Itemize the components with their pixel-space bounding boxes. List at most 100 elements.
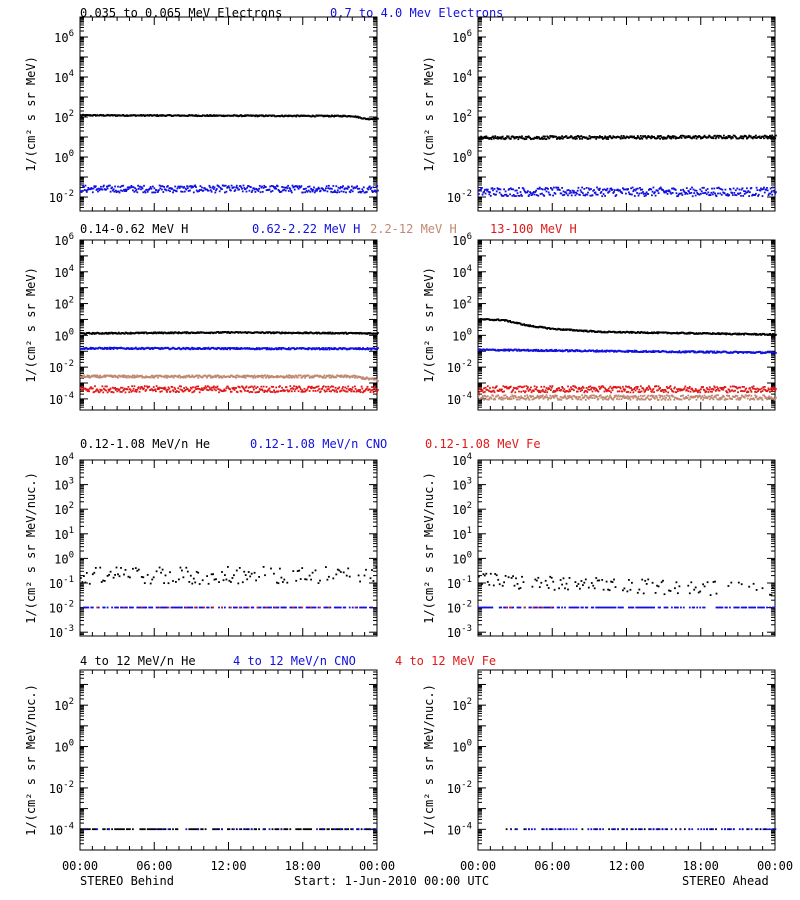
data-point <box>152 375 155 378</box>
data-point <box>489 191 491 194</box>
data-point <box>280 348 283 351</box>
data-point <box>512 188 514 191</box>
data-point <box>242 374 245 377</box>
data-point <box>310 387 312 390</box>
data-point <box>639 188 642 191</box>
data-point <box>688 192 691 195</box>
data-point <box>359 389 361 391</box>
data-point <box>599 192 602 194</box>
data-point <box>749 191 751 194</box>
data-point <box>266 390 269 393</box>
data-point <box>481 187 483 189</box>
data-point <box>747 136 750 139</box>
data-point <box>249 386 252 388</box>
data-point <box>589 194 592 197</box>
data-point <box>303 188 306 190</box>
row-3-title-0: 4 to 12 MeV/n He <box>80 654 196 668</box>
data-point <box>197 385 200 388</box>
data-point <box>752 351 755 354</box>
data-point <box>538 136 540 139</box>
data-point <box>710 191 713 194</box>
data-point <box>85 189 87 192</box>
data-point <box>313 375 315 378</box>
data-point <box>93 390 96 393</box>
data-point <box>573 190 575 192</box>
data-point <box>301 376 304 379</box>
data-point <box>738 137 741 140</box>
data-point <box>305 389 308 392</box>
data-point <box>179 185 182 188</box>
data-point <box>209 186 211 189</box>
data-point <box>348 376 351 379</box>
data-point <box>307 185 309 188</box>
data-point <box>524 135 527 138</box>
data-point <box>537 194 540 197</box>
data-point <box>674 189 677 191</box>
data-point <box>669 191 672 194</box>
data-point <box>358 187 361 190</box>
data-point <box>255 348 257 351</box>
series-0 <box>80 331 379 335</box>
data-point <box>374 388 377 391</box>
data-point <box>671 136 673 138</box>
data-point <box>266 347 269 349</box>
data-point <box>553 349 556 351</box>
data-point <box>250 390 252 393</box>
data-point <box>377 189 379 192</box>
data-point <box>329 187 332 190</box>
data-point <box>668 190 671 193</box>
data-point <box>507 195 509 197</box>
data-point <box>567 350 570 353</box>
data-point <box>285 186 288 189</box>
data-point <box>731 136 734 139</box>
data-point <box>369 188 372 190</box>
data-point <box>117 388 119 391</box>
data-point <box>500 193 503 196</box>
data-point <box>103 375 105 378</box>
data-point <box>277 390 280 393</box>
data-point <box>631 186 634 189</box>
data-point <box>651 135 653 138</box>
data-point <box>327 331 330 334</box>
data-point <box>492 137 495 140</box>
data-point <box>145 389 148 391</box>
data-point <box>186 388 189 390</box>
data-point <box>596 193 599 196</box>
data-point <box>515 137 517 139</box>
data-point <box>281 386 283 389</box>
data-point <box>198 190 200 192</box>
data-point <box>287 190 290 192</box>
data-point <box>202 189 205 192</box>
data-point <box>325 187 327 190</box>
data-point <box>181 190 184 193</box>
data-point <box>741 187 744 190</box>
data-point <box>516 349 519 352</box>
data-point <box>320 348 323 350</box>
data-point <box>236 187 239 189</box>
data-point <box>486 189 488 192</box>
data-point <box>494 348 497 351</box>
data-point <box>684 350 687 353</box>
data-point <box>322 385 325 388</box>
data-point <box>496 136 499 138</box>
data-point <box>317 186 320 189</box>
data-point <box>166 185 169 187</box>
data-point <box>362 186 365 189</box>
data-point <box>527 190 529 193</box>
data-point <box>332 185 335 187</box>
data-point <box>213 186 216 189</box>
data-point <box>364 389 367 392</box>
data-point <box>123 387 126 390</box>
data-point <box>351 376 354 379</box>
data-point <box>146 385 148 388</box>
row-1-title-0: 0.14-0.62 MeV H <box>80 222 188 236</box>
data-point <box>528 193 531 196</box>
data-point <box>690 192 693 194</box>
data-point <box>708 135 711 138</box>
data-point <box>691 137 693 140</box>
data-point <box>357 348 359 350</box>
data-point <box>273 389 275 392</box>
data-point <box>576 349 578 351</box>
data-point <box>103 387 105 390</box>
data-point <box>742 195 745 197</box>
